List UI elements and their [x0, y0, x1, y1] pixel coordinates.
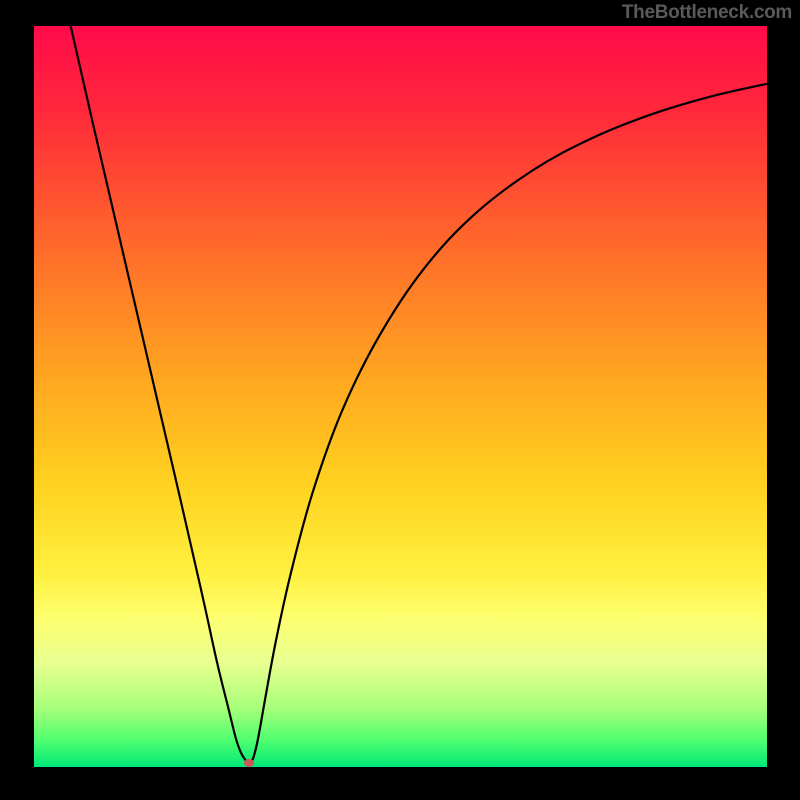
- watermark-text: TheBottleneck.com: [622, 2, 792, 24]
- plot-area: [34, 26, 767, 767]
- chart-container: TheBottleneck.com: [0, 0, 800, 800]
- bottleneck-curve: [34, 26, 767, 767]
- optimum-marker: [244, 759, 254, 767]
